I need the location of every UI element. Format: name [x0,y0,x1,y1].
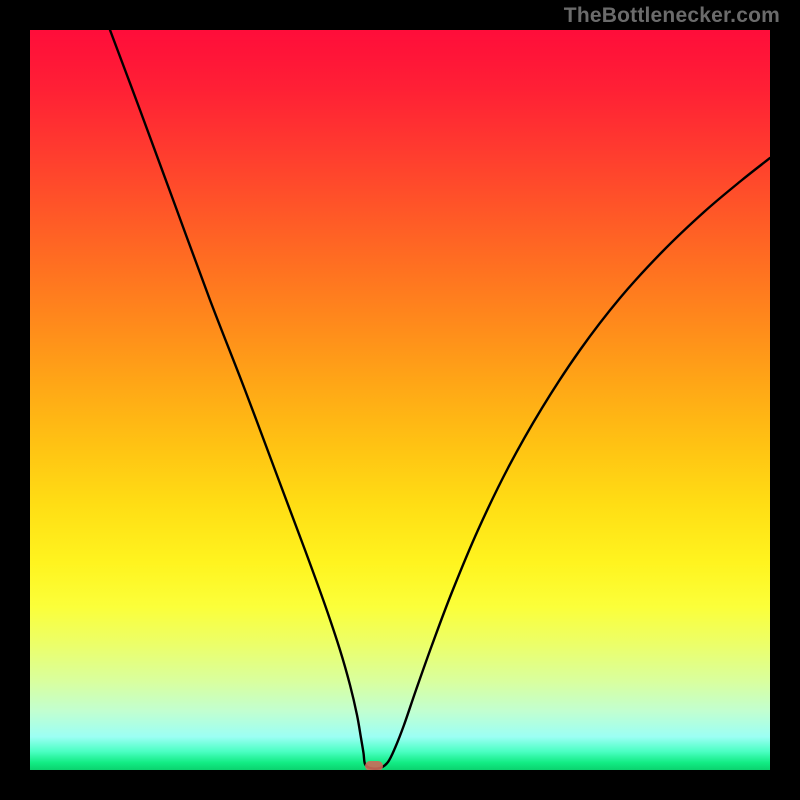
chart-frame: TheBottlenecker.com [0,0,800,800]
plot-background [30,30,770,770]
optimum-marker [365,761,383,770]
plot-area [30,30,770,770]
plot-svg [30,30,770,770]
watermark-text: TheBottlenecker.com [564,4,780,28]
